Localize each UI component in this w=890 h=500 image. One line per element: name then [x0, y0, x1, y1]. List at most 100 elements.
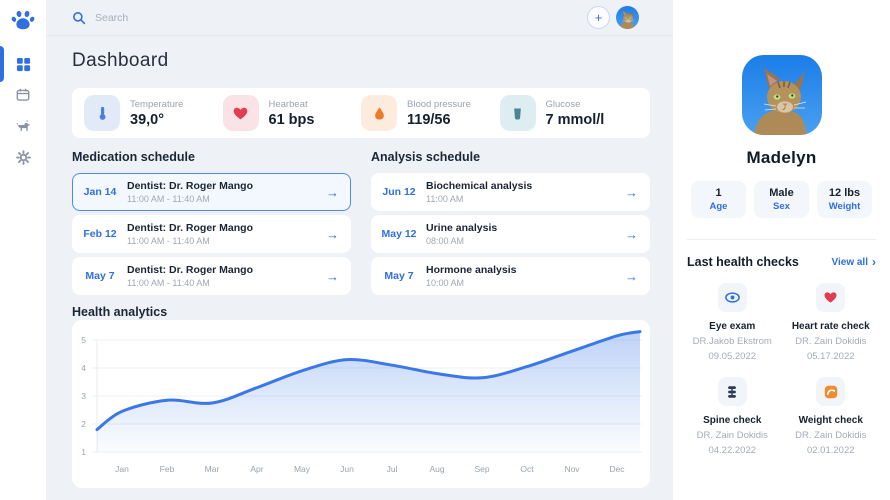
- check-title: Spine check: [703, 415, 762, 426]
- appointment-title: Dentist: Dr. Roger Mango: [127, 180, 254, 192]
- svg-text:Dec: Dec: [609, 464, 625, 474]
- sidebar-item-settings[interactable]: [0, 145, 46, 169]
- check-doctor: DR. Zain Dokidis: [795, 336, 867, 347]
- main-content: Dashboard Temperature 39,0°: [46, 0, 673, 500]
- user-avatar[interactable]: [616, 6, 639, 29]
- sidebar: [0, 0, 46, 500]
- thermometer-icon: [84, 95, 120, 131]
- check-doctor: DR.Jakob Ekstrom: [692, 336, 772, 347]
- vital-blood-pressure: Blood pressure 119/56: [361, 95, 500, 131]
- appointment-time: 11:00 AM - 11:40 AM: [127, 194, 210, 204]
- vital-label: Temperature: [130, 98, 184, 110]
- check-title: Eye exam: [709, 321, 756, 332]
- analysis-item[interactable]: May 12 Urine analysis 08:00 AM: [371, 215, 650, 253]
- medication-item[interactable]: Feb 12 Dentist: Dr. Roger Mango 11:00 AM…: [72, 215, 351, 253]
- medication-item[interactable]: May 7 Dentist: Dr. Roger Mango 11:00 AM …: [72, 257, 351, 295]
- health-check-weight[interactable]: Weight check DR. Zain Dokidis 02.01.2022: [782, 377, 881, 456]
- svg-text:Sep: Sep: [474, 464, 489, 474]
- vital-value: 61 bps: [268, 111, 315, 128]
- arrow-right-icon[interactable]: [326, 269, 339, 284]
- spine-icon: [717, 377, 747, 406]
- analysis-item[interactable]: Jun 12 Biochemical analysis 11:00 AM: [371, 173, 650, 211]
- schedules-row: Medication schedule Jan 14 Dentist: Dr. …: [72, 150, 650, 299]
- arrow-right-icon[interactable]: [326, 227, 339, 242]
- sidebar-item-pets[interactable]: [0, 114, 46, 138]
- section-title: Medication schedule: [72, 150, 195, 164]
- check-title: Heart rate check: [791, 321, 870, 332]
- appointment-time: 11:00 AM: [426, 194, 464, 204]
- stat-label: Weight: [828, 201, 861, 212]
- check-date: 09.05.2022: [708, 351, 757, 362]
- vital-label: Blood pressure: [407, 98, 471, 110]
- check-title: Weight check: [798, 415, 863, 426]
- arrow-right-icon[interactable]: [625, 185, 638, 200]
- vital-value: 119/56: [407, 111, 451, 128]
- appointment-date: Jun 12: [382, 186, 416, 198]
- svg-text:Apr: Apr: [250, 464, 263, 474]
- check-doctor: DR. Zain Dokidis: [795, 430, 867, 441]
- svg-text:Feb: Feb: [160, 464, 175, 474]
- stat-value: Male: [769, 187, 794, 199]
- svg-text:Jun: Jun: [340, 464, 354, 474]
- svg-text:Oct: Oct: [520, 464, 534, 474]
- sidebar-item-calendar[interactable]: [0, 83, 46, 107]
- health-check-heart-rate[interactable]: Heart rate check DR. Zain Dokidis 05.17.…: [782, 283, 881, 362]
- svg-text:1: 1: [81, 447, 86, 457]
- appointment-time: 08:00 AM: [426, 236, 465, 246]
- appointment-time: 11:00 AM - 11:40 AM: [127, 278, 210, 288]
- divider: [687, 239, 876, 240]
- beaker-icon: [499, 95, 536, 131]
- chart-title: Health analytics: [72, 305, 168, 319]
- appointment-date: Feb 12: [83, 228, 117, 240]
- svg-text:2: 2: [81, 419, 86, 429]
- view-all-link[interactable]: View all: [831, 255, 876, 269]
- dashboard-grid-icon: [16, 57, 30, 71]
- pet-photo[interactable]: [742, 55, 822, 135]
- svg-text:3: 3: [81, 391, 86, 401]
- stat-weight: 12 lbs Weight: [817, 181, 872, 218]
- arrow-right-icon[interactable]: [625, 227, 638, 242]
- sidebar-nav: [0, 52, 46, 169]
- vital-label: Glucose: [545, 98, 581, 110]
- vital-glucose: Glucose 7 mmol/l: [499, 95, 639, 131]
- vital-temperature: Temperature 39,0°: [84, 95, 223, 131]
- pet-name: Madelyn: [746, 148, 817, 167]
- health-check-eye-exam[interactable]: Eye exam DR.Jakob Ekstrom 09.05.2022: [683, 283, 782, 362]
- svg-text:4: 4: [81, 363, 86, 373]
- stat-value: 12 lbs: [828, 187, 861, 199]
- page-title: Dashboard: [72, 50, 169, 71]
- heart-icon: [222, 95, 259, 131]
- sidebar-item-dashboard[interactable]: [0, 52, 46, 76]
- health-analytics-card: 1 2 3 4 5 Jan Feb Mar Apr May Jun Jul Aug Sep Oct Nov De…: [72, 320, 650, 488]
- appointment-title: Dentist: Dr. Roger Mango: [127, 222, 254, 234]
- analysis-item[interactable]: May 7 Hormone analysis 10:00 AM: [371, 257, 650, 295]
- stat-label: Sex: [773, 201, 790, 212]
- add-button[interactable]: [587, 6, 610, 29]
- search-bar[interactable]: [72, 11, 587, 25]
- chevron-right-icon: [872, 255, 876, 269]
- vital-heartbeat: Hearbeat 61 bps: [222, 95, 362, 131]
- health-check-spine[interactable]: Spine check DR. Zain Dokidis 04.22.2022: [683, 377, 782, 456]
- svg-text:Aug: Aug: [429, 464, 444, 474]
- health-checks-title: Last health checks: [687, 255, 799, 269]
- health-checks-grid: Eye exam DR.Jakob Ekstrom 09.05.2022 Hea…: [683, 283, 880, 456]
- check-date: 05.17.2022: [806, 351, 855, 362]
- medication-schedule: Medication schedule Jan 14 Dentist: Dr. …: [72, 150, 351, 299]
- svg-text:Jan: Jan: [115, 464, 129, 474]
- top-bar: [46, 0, 673, 36]
- analysis-schedule: Analysis schedule Jun 12 Biochemical ana…: [371, 150, 650, 299]
- vital-value: 39,0°: [130, 111, 165, 128]
- check-date: 04.22.2022: [708, 445, 757, 456]
- gear-icon: [15, 149, 31, 165]
- scale-icon: [816, 377, 846, 406]
- arrow-right-icon[interactable]: [625, 269, 638, 284]
- vital-value: 7 mmol/l: [545, 111, 605, 128]
- search-input[interactable]: [95, 11, 295, 24]
- appointment-date: May 7: [85, 270, 115, 282]
- search-icon: [73, 11, 86, 24]
- medication-item[interactable]: Jan 14 Dentist: Dr. Roger Mango 11:00 AM…: [72, 173, 351, 211]
- arrow-right-icon[interactable]: [326, 185, 339, 200]
- health-analytics-chart: 1 2 3 4 5 Jan Feb Mar Apr May Jun Jul Aug Sep Oct Nov De…: [81, 330, 642, 474]
- app-logo[interactable]: [0, 8, 46, 32]
